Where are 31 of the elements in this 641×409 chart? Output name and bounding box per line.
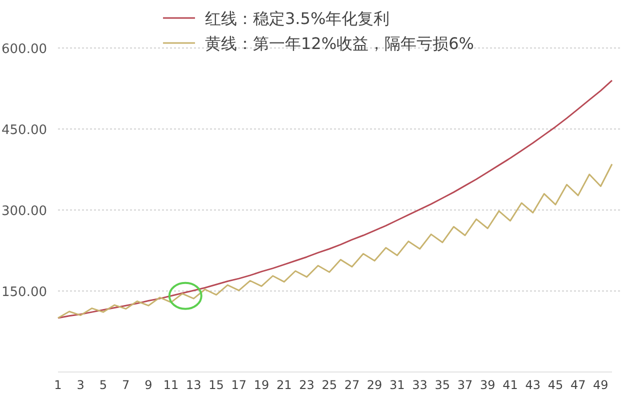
x-tick-label: 41 [502,378,518,392]
x-tick-label: 49 [593,378,608,392]
x-tick-label: 29 [366,378,382,392]
legend-label: 黄线：第一年12%收益，隔年亏损6% [205,34,474,53]
x-tick-label: 37 [457,378,473,392]
x-tick-label: 47 [570,378,586,392]
x-tick-label: 17 [231,378,247,392]
y-tick-label: 450.00 [2,123,47,138]
y-tick-label: 150.00 [2,285,47,300]
x-tick-label: 21 [276,378,292,392]
y-tick-label: 600.00 [2,42,47,57]
x-tick-label: 45 [548,378,564,392]
x-tick-label: 31 [390,378,405,392]
x-tick-label: 9 [144,378,152,392]
x-tick-label: 3 [76,378,84,392]
x-tick-label: 7 [122,378,130,392]
x-tick-label: 1 [54,378,62,392]
y-tick-label: 300.00 [2,204,47,219]
legend-label: 红线：稳定3.5%年化复利 [205,9,390,28]
x-tick-label: 15 [208,378,224,392]
x-tick-label: 11 [163,378,179,392]
x-tick-label: 43 [525,378,540,392]
x-tick-label: 27 [344,378,360,392]
x-tick-label: 5 [99,378,108,392]
x-tick-label: 13 [186,378,202,392]
x-tick-label: 25 [322,378,337,392]
x-tick-label: 33 [412,378,428,392]
x-tick-label: 39 [480,378,496,392]
x-tick-label: 19 [254,378,270,392]
x-tick-label: 35 [434,378,450,392]
x-tick-label: 23 [299,378,314,392]
